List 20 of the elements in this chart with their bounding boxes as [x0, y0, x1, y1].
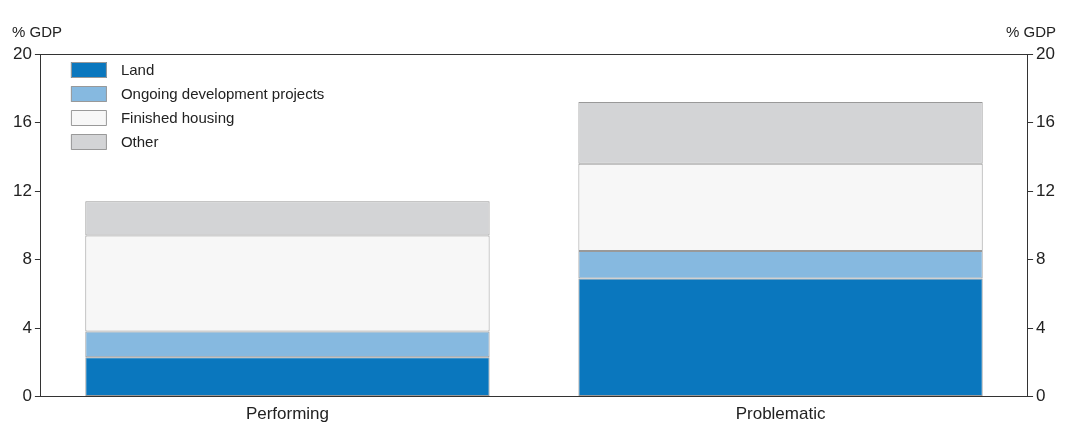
legend-label: Finished housing	[120, 109, 235, 127]
y2-tick-label: 0	[1036, 386, 1046, 406]
y2-tick-label: 20	[1036, 43, 1056, 63]
y-tick-label: 20	[12, 43, 32, 63]
y2-tick-label: 12	[1036, 180, 1056, 200]
y2-tick-label: 8	[1036, 249, 1046, 269]
legend-label: Land	[120, 61, 155, 79]
y-tick-label: 0	[22, 386, 32, 406]
legend-label: Ongoing development projects	[120, 85, 325, 103]
x-tick-label: Performing	[245, 404, 330, 424]
y2-tick-label: 16	[1036, 112, 1056, 132]
y-tick-label: 12	[12, 180, 32, 200]
y2-axis-title: % GDP	[1005, 22, 1056, 40]
y-tick-label: 4	[22, 317, 32, 337]
y-tick-label: 8	[22, 249, 32, 269]
legend-label: Other	[120, 133, 159, 151]
y-axis-title: % GDP	[12, 22, 63, 40]
x-tick-label: Problematic	[735, 404, 826, 424]
y-tick-label: 16	[12, 112, 32, 132]
y2-tick-label: 4	[1036, 317, 1046, 337]
